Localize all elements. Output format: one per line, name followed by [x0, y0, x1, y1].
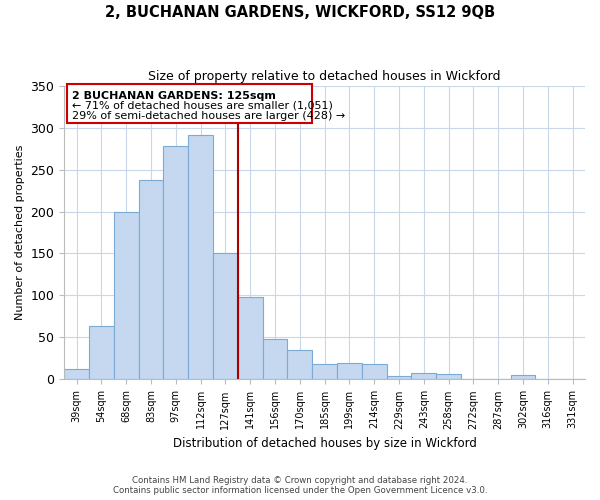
X-axis label: Distribution of detached houses by size in Wickford: Distribution of detached houses by size …	[173, 437, 476, 450]
Bar	[67, 84, 312, 122]
Bar	[64, 368, 89, 380]
Bar	[213, 254, 238, 380]
Bar	[163, 146, 188, 380]
Y-axis label: Number of detached properties: Number of detached properties	[15, 145, 25, 320]
Text: Contains HM Land Registry data © Crown copyright and database right 2024.
Contai: Contains HM Land Registry data © Crown c…	[113, 476, 487, 495]
Title: Size of property relative to detached houses in Wickford: Size of property relative to detached ho…	[148, 70, 501, 83]
Text: 2 BUCHANAN GARDENS: 125sqm: 2 BUCHANAN GARDENS: 125sqm	[71, 90, 275, 101]
Bar	[362, 364, 386, 380]
Bar	[139, 180, 163, 380]
Bar	[337, 364, 362, 380]
Text: ← 71% of detached houses are smaller (1,051): ← 71% of detached houses are smaller (1,…	[71, 100, 332, 110]
Bar	[287, 350, 312, 380]
Bar	[312, 364, 337, 380]
Bar	[386, 376, 412, 380]
Bar	[263, 339, 287, 380]
Bar	[412, 372, 436, 380]
Text: 2, BUCHANAN GARDENS, WICKFORD, SS12 9QB: 2, BUCHANAN GARDENS, WICKFORD, SS12 9QB	[105, 5, 495, 20]
Bar	[114, 212, 139, 380]
Bar	[461, 378, 486, 380]
Bar	[511, 375, 535, 380]
Bar	[436, 374, 461, 380]
Bar	[188, 135, 213, 380]
Text: 29% of semi-detached houses are larger (428) →: 29% of semi-detached houses are larger (…	[71, 110, 345, 120]
Bar	[89, 326, 114, 380]
Bar	[238, 297, 263, 380]
